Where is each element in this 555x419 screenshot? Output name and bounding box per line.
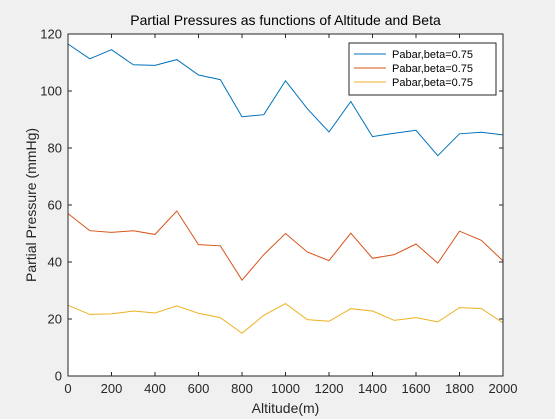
x-tick-label: 400 [144, 381, 166, 396]
x-tick-label: 2000 [489, 381, 518, 396]
x-tick-label: 200 [101, 381, 123, 396]
series-line-2 [67, 210, 504, 282]
series-group [67, 43, 504, 334]
legend-box [348, 42, 497, 96]
x-tick-label: 0 [64, 381, 71, 396]
x-tick-label: 1200 [315, 381, 344, 396]
x-tick-label: 600 [188, 381, 210, 396]
x-axis-title: Altitude(m) [252, 400, 320, 416]
y-tick-label: 0 [55, 369, 62, 384]
legend-label-3: Pabar,beta=0.75 [392, 77, 473, 89]
x-tick-label: 1400 [358, 381, 387, 396]
x-tick-label: 800 [231, 381, 253, 396]
chart-title: Partial Pressures as functions of Altitu… [130, 12, 441, 28]
y-tick-label: 60 [48, 198, 62, 213]
y-tick-label: 40 [48, 255, 62, 270]
legend-label-1: Pabar,beta=0.75 [392, 49, 473, 61]
y-tick-label: 100 [40, 84, 62, 99]
x-tick-label: 1600 [402, 381, 431, 396]
y-axis-title: Partial Pressure (mmHg) [23, 128, 39, 282]
series-line-1 [67, 43, 504, 157]
legend-label-2: Pabar,beta=0.75 [392, 63, 473, 75]
x-tick-label: 1000 [271, 381, 300, 396]
y-tick-label: 20 [48, 312, 62, 327]
y-tick-label: 120 [40, 27, 62, 42]
series-line-3 [67, 303, 504, 334]
legend[interactable]: Pabar,beta=0.75 Pabar,beta=0.75 Pabar,beta… [348, 42, 497, 96]
x-tick-label: 1800 [445, 381, 474, 396]
y-tick-label: 80 [48, 141, 62, 156]
ticks-group: 0 200 400 600 800 1000 1200 1400 1600 1800 2000 0 20… [40, 27, 517, 397]
